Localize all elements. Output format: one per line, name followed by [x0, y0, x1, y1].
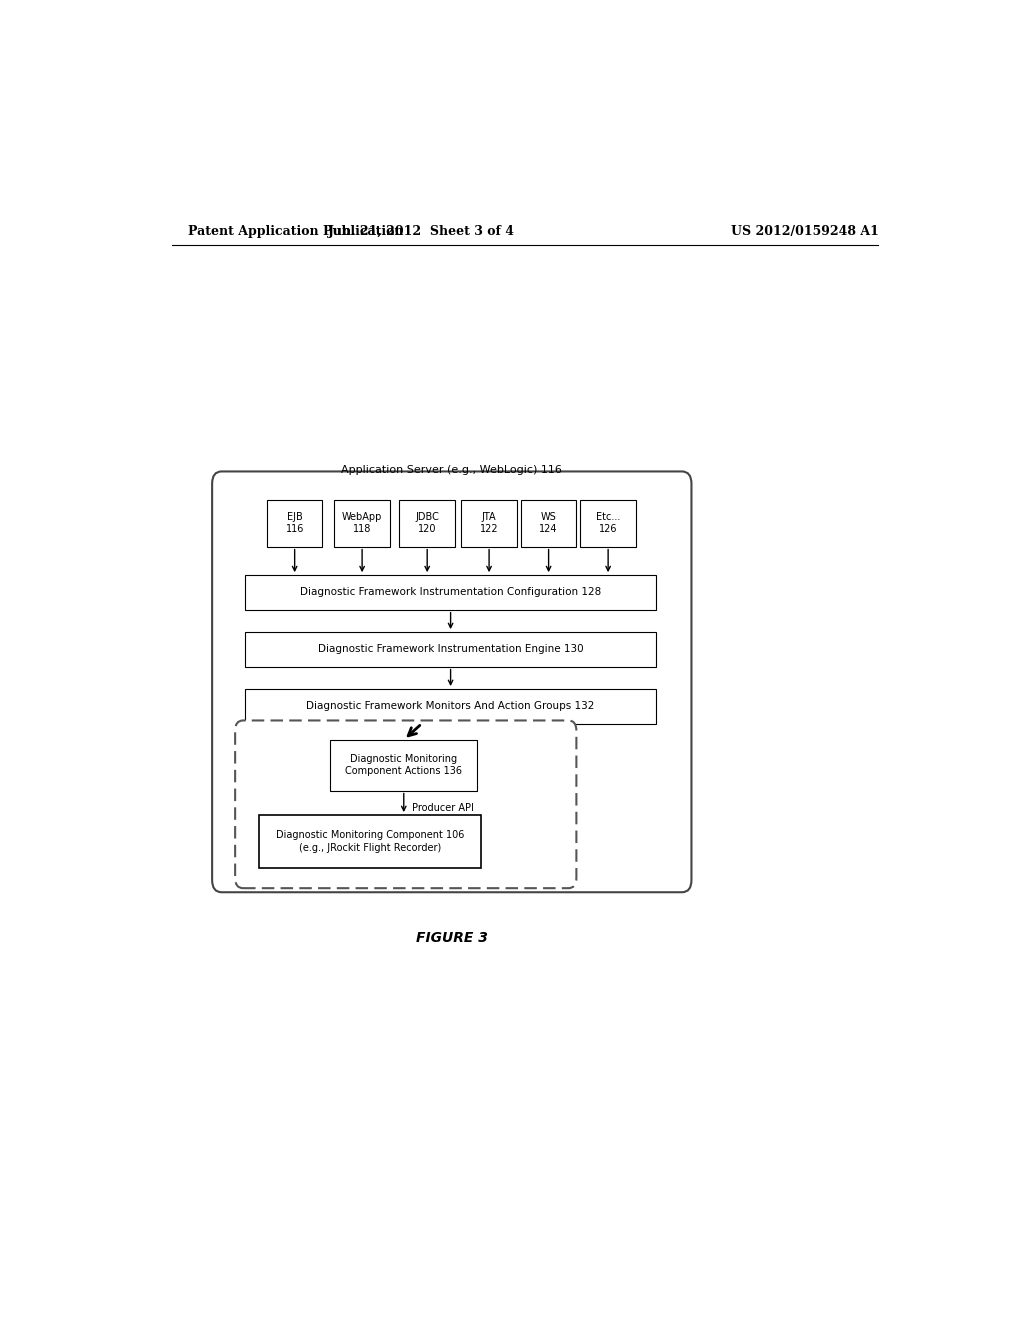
FancyBboxPatch shape [212, 471, 691, 892]
Text: WebApp
118: WebApp 118 [342, 512, 382, 535]
Text: Diagnostic Framework Instrumentation Configuration 128: Diagnostic Framework Instrumentation Con… [300, 587, 601, 598]
Text: Diagnostic Monitoring Component 106
(e.g., JRockit Flight Recorder): Diagnostic Monitoring Component 106 (e.g… [275, 830, 464, 853]
Text: Jun. 21, 2012  Sheet 3 of 4: Jun. 21, 2012 Sheet 3 of 4 [328, 226, 515, 238]
Text: Etc...
126: Etc... 126 [596, 512, 621, 535]
Text: US 2012/0159248 A1: US 2012/0159248 A1 [731, 226, 879, 238]
Text: Patent Application Publication: Patent Application Publication [187, 226, 403, 238]
Bar [246, 689, 655, 723]
Text: Diagnostic Monitoring
Component Actions 136: Diagnostic Monitoring Component Actions … [345, 754, 462, 776]
Bar [267, 500, 323, 546]
Text: JDBC
120: JDBC 120 [416, 512, 439, 535]
Bar [331, 739, 477, 791]
Text: Diagnostic Framework Instrumentation Engine 130: Diagnostic Framework Instrumentation Eng… [317, 644, 584, 655]
Text: Diagnostic Framework Monitors And Action Groups 132: Diagnostic Framework Monitors And Action… [306, 701, 595, 711]
Text: EJB
116: EJB 116 [286, 512, 304, 535]
Bar [259, 814, 481, 867]
Bar [521, 500, 577, 546]
Text: FIGURE 3: FIGURE 3 [416, 931, 487, 945]
Bar [334, 500, 390, 546]
Text: Application Server (e.g., WebLogic) 116: Application Server (e.g., WebLogic) 116 [341, 466, 562, 475]
Bar [246, 632, 655, 667]
FancyBboxPatch shape [236, 721, 577, 888]
Bar [462, 500, 517, 546]
Bar [581, 500, 636, 546]
Bar [246, 576, 655, 610]
Bar [399, 500, 455, 546]
Text: JTA
122: JTA 122 [480, 512, 499, 535]
Text: WS
124: WS 124 [540, 512, 558, 535]
Text: Producer API: Producer API [412, 803, 473, 813]
